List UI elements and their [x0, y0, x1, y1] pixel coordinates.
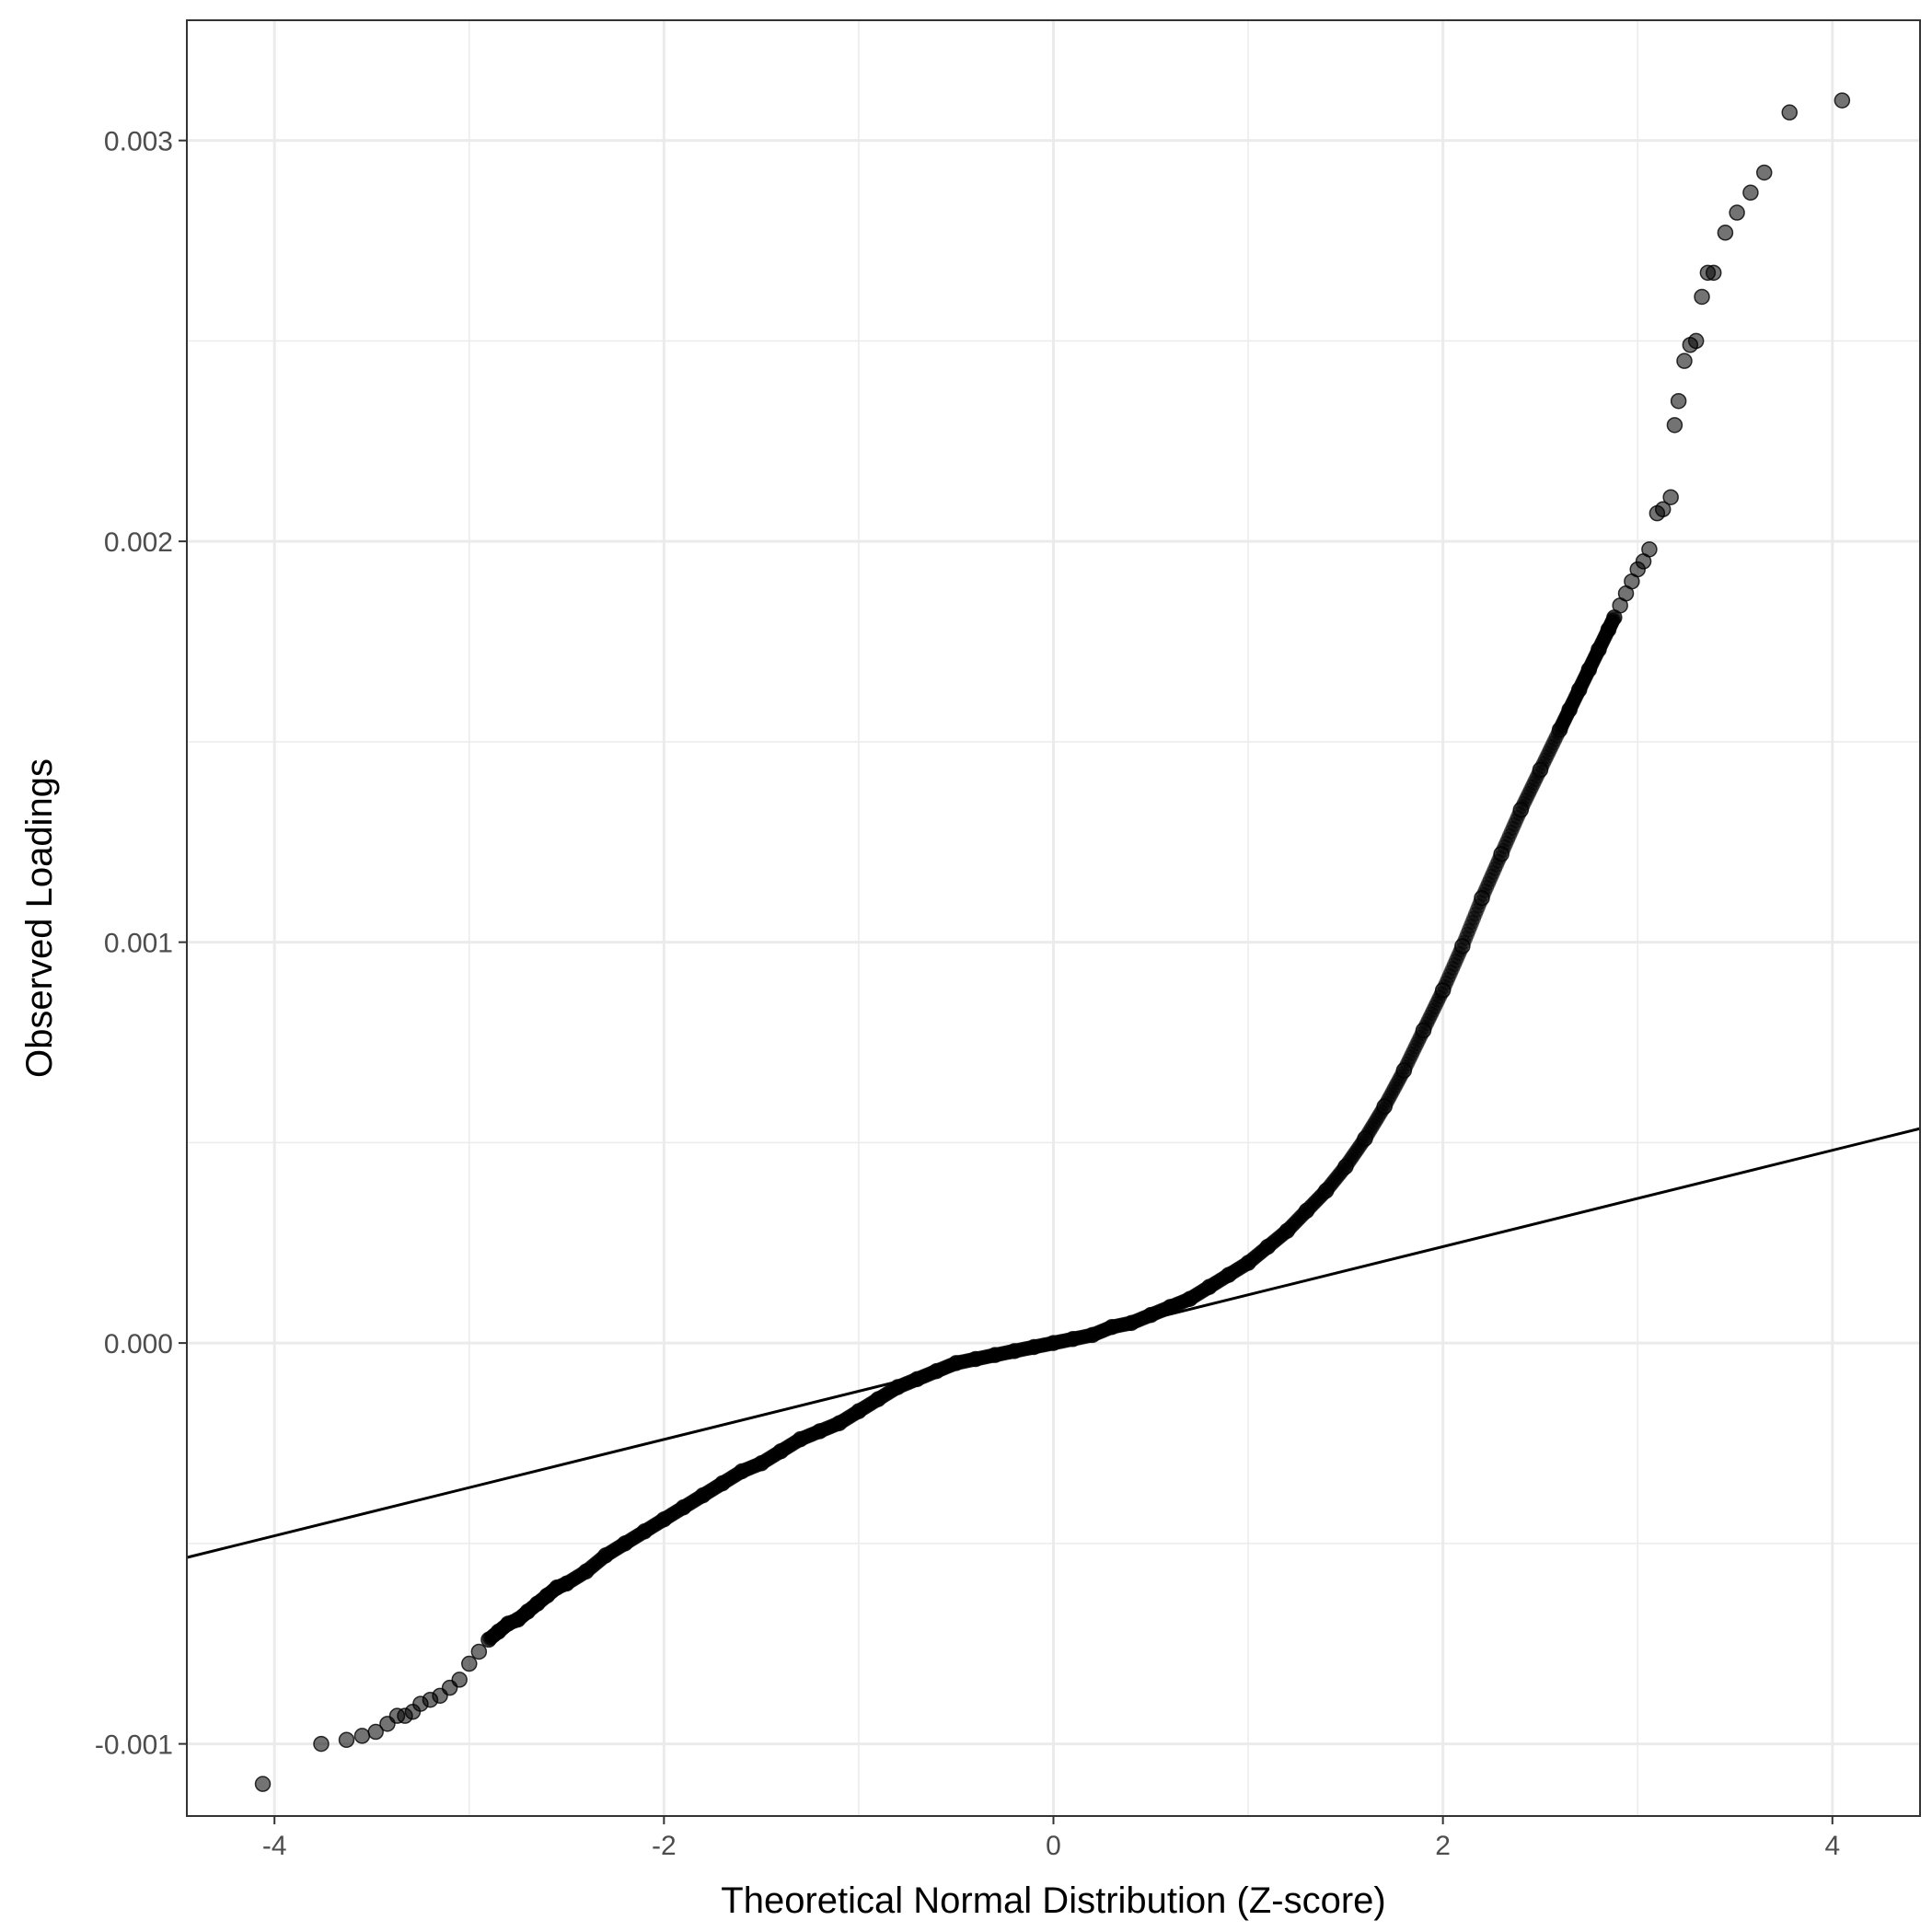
data-point	[254, 1776, 272, 1792]
x-tick-label: -4	[262, 1831, 287, 1861]
data-point	[1687, 332, 1705, 350]
y-axis-title: Observed Loadings	[19, 758, 60, 1078]
data-point	[1006, 1343, 1023, 1359]
x-axis-title: Theoretical Normal Distribution (Z-score…	[721, 1880, 1385, 1921]
data-point	[908, 1371, 926, 1388]
data-point	[1240, 1255, 1256, 1271]
data-point	[1666, 417, 1683, 434]
data-point	[1551, 722, 1568, 738]
data-point	[1201, 1278, 1218, 1295]
y-tick-label: -0.001	[95, 1730, 173, 1761]
data-point	[461, 1655, 478, 1672]
data-point	[655, 1510, 673, 1528]
data-point	[1376, 1098, 1393, 1115]
data-point	[1298, 1202, 1315, 1220]
data-point	[1415, 1022, 1432, 1039]
data-point	[1705, 264, 1722, 282]
data-point	[753, 1455, 769, 1472]
data-point	[1781, 104, 1798, 121]
data-point	[1729, 204, 1745, 221]
data-point	[470, 1643, 488, 1660]
data-point	[1045, 1335, 1062, 1351]
data-point	[1064, 1331, 1082, 1348]
data-point	[1259, 1238, 1276, 1255]
data-point	[1142, 1306, 1160, 1324]
data-point	[772, 1442, 790, 1460]
data-point	[1181, 1290, 1198, 1307]
data-point	[694, 1487, 711, 1504]
y-tick-label: 0.001	[104, 929, 173, 959]
data-point	[714, 1475, 731, 1492]
data-point	[1278, 1222, 1296, 1239]
data-point	[451, 1672, 468, 1688]
data-point	[1493, 846, 1510, 862]
data-point	[367, 1723, 384, 1741]
data-point	[1580, 661, 1598, 678]
data-point	[987, 1347, 1003, 1363]
data-point	[1561, 701, 1578, 718]
data-point	[1337, 1158, 1354, 1175]
data-point	[1395, 1062, 1413, 1079]
data-point	[1670, 392, 1687, 410]
axis-ticks: -4 -2 0 2 4 -0.001 0.000 0.001 0.002 0.003	[95, 127, 1840, 1861]
data-point	[1717, 225, 1734, 241]
data-point	[1591, 641, 1607, 658]
data-point	[636, 1523, 653, 1540]
data-point	[1454, 938, 1471, 954]
y-tick-label: 0.000	[104, 1329, 173, 1359]
data-point	[1084, 1326, 1101, 1344]
data-point	[1512, 802, 1530, 818]
data-point	[1532, 761, 1549, 779]
data-point	[928, 1362, 945, 1380]
data-point	[313, 1735, 330, 1753]
data-point	[1434, 982, 1452, 999]
data-point	[1025, 1338, 1043, 1356]
x-tick-label: 0	[1046, 1831, 1061, 1861]
data-point	[1162, 1299, 1179, 1315]
data-point	[967, 1350, 984, 1368]
data-point	[1570, 681, 1588, 699]
data-point	[831, 1415, 848, 1431]
data-point	[1755, 164, 1773, 181]
data-point	[792, 1430, 809, 1448]
data-point	[1676, 353, 1693, 369]
data-points	[254, 92, 1851, 1792]
data-point	[597, 1547, 614, 1564]
data-point	[1641, 541, 1658, 558]
data-point	[617, 1535, 633, 1552]
data-point	[1662, 489, 1679, 505]
data-point	[889, 1379, 906, 1395]
data-point	[1357, 1130, 1373, 1147]
y-tick-label: 0.002	[104, 527, 173, 558]
data-point	[1221, 1267, 1237, 1283]
data-point	[577, 1563, 595, 1580]
data-point	[811, 1423, 828, 1440]
data-point	[947, 1355, 965, 1371]
data-point	[675, 1498, 692, 1516]
data-point	[850, 1403, 867, 1419]
data-point	[1474, 889, 1490, 907]
y-tick-label: 0.003	[104, 127, 173, 157]
x-tick-label: 2	[1435, 1831, 1451, 1861]
data-point	[353, 1728, 371, 1744]
x-tick-label: 4	[1824, 1831, 1840, 1861]
data-point	[1694, 288, 1710, 306]
data-point	[1104, 1318, 1120, 1336]
data-point	[1834, 92, 1851, 109]
x-tick-label: -2	[652, 1831, 677, 1861]
data-point	[1654, 501, 1672, 518]
data-point	[1123, 1314, 1140, 1332]
data-point	[338, 1731, 355, 1749]
data-point	[1317, 1182, 1335, 1199]
data-point	[734, 1463, 750, 1480]
data-point	[558, 1575, 575, 1592]
data-point	[870, 1391, 886, 1407]
data-point	[1742, 184, 1759, 202]
